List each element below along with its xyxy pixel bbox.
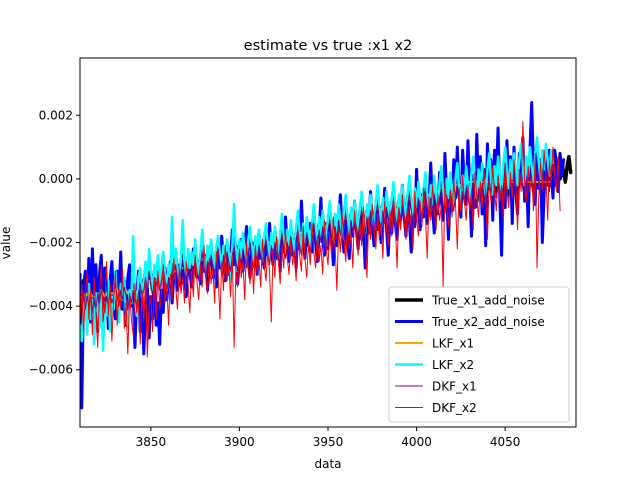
y-tick-label: 0.000 [39, 172, 73, 186]
series-line-3 [80, 136, 555, 352]
x-tick-label: 3950 [313, 435, 344, 449]
x-axis-label: data [314, 457, 341, 471]
y-axis-label: value [0, 227, 13, 260]
x-tick-label: 3850 [136, 435, 167, 449]
y-tick-label: −0.004 [29, 299, 73, 313]
legend-label-1: True_x2_add_noise [431, 315, 545, 329]
y-tick-label: 0.002 [39, 108, 73, 122]
y-tick-label: −0.002 [29, 236, 73, 250]
legend-label-4: DKF_x1 [432, 380, 477, 394]
legend-label-5: DKF_x2 [432, 401, 477, 415]
legend-label-3: LKF_x2 [432, 358, 474, 372]
chart-title: estimate vs true :x1 x2 [244, 38, 413, 54]
series-layer [80, 101, 573, 410]
series-line-5 [80, 121, 561, 358]
x-tick-label: 4050 [490, 435, 521, 449]
y-axis-ticks: −0.006 −0.004 −0.002 0.000 0.002 [29, 108, 80, 377]
x-axis-ticks: 3850 3900 3950 4000 4050 [136, 427, 521, 449]
x-tick-label: 4000 [401, 435, 432, 449]
series-line-4 [80, 165, 556, 313]
x-tick-label: 3900 [224, 435, 255, 449]
legend: True_x1_add_noise True_x2_add_noise LKF_x1… [388, 286, 570, 423]
legend-box [388, 286, 570, 423]
y-tick-label: −0.006 [29, 363, 73, 377]
legend-label-2: LKF_x1 [432, 337, 474, 351]
legend-label-0: True_x1_add_noise [431, 294, 545, 308]
